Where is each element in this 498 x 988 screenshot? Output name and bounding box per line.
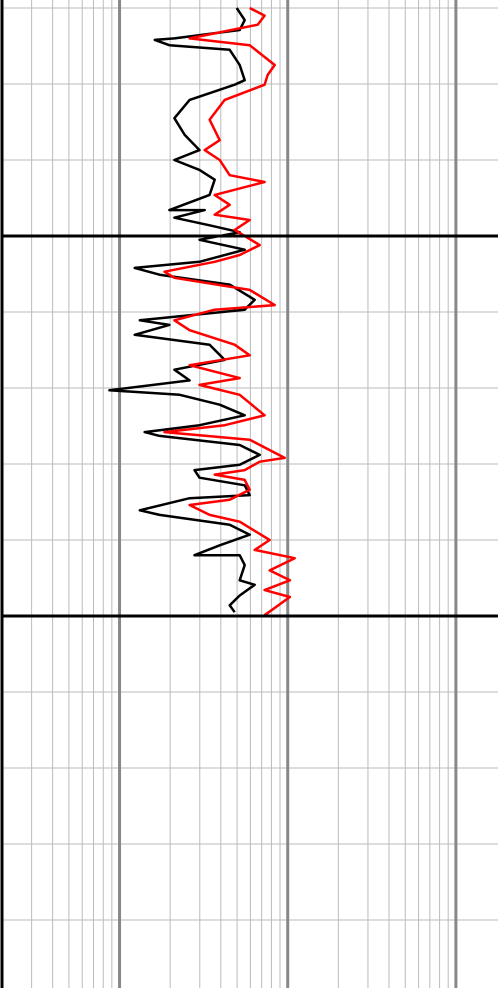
log-curve	[163, 6, 296, 617]
log-curve	[108, 7, 261, 613]
